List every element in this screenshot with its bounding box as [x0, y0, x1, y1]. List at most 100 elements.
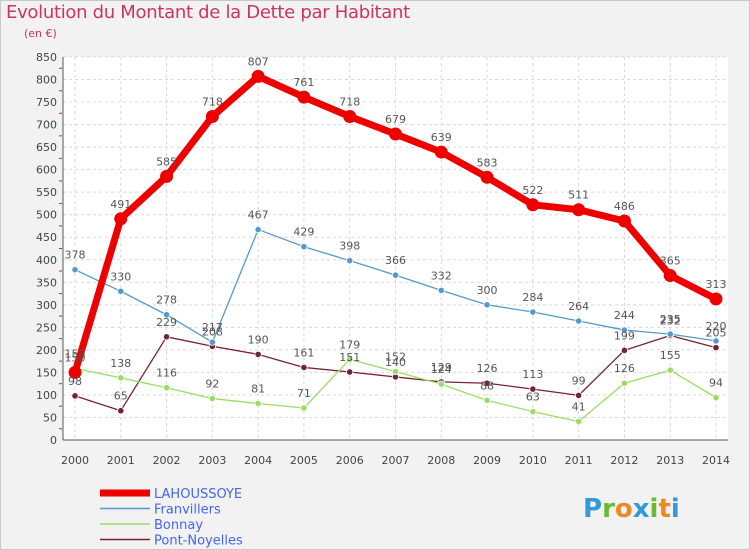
point-pont-noyelles	[300, 363, 308, 372]
legend-label-lahoussoye: LAHOUSSOYE	[154, 487, 242, 502]
y-tick-label: 0	[50, 434, 57, 447]
point-franvillers	[391, 271, 400, 279]
data-label-lahoussoye: 150	[65, 351, 86, 364]
data-label-pont-noyelles: 129	[431, 361, 452, 374]
data-label-bonnay: 63	[526, 391, 540, 404]
y-tick-label: 500	[36, 209, 57, 222]
point-franvillers	[575, 317, 583, 325]
data-label-pont-noyelles: 99	[572, 374, 586, 387]
data-label-bonnay: 155	[660, 349, 681, 362]
data-label-lahoussoye: 679	[385, 113, 406, 126]
point-lahoussoye	[297, 90, 311, 104]
data-label-bonnay: 88	[480, 379, 494, 392]
data-label-bonnay: 92	[205, 378, 219, 391]
x-tick-label: 2006	[336, 454, 364, 467]
data-label-franvillers: 220	[706, 320, 727, 333]
legend-label-bonnay: Bonnay	[154, 518, 203, 533]
data-label-pont-noyelles: 65	[114, 390, 128, 403]
point-pont-noyelles	[346, 368, 354, 376]
data-label-bonnay: 126	[614, 362, 635, 375]
y-tick-label: 450	[36, 231, 57, 244]
data-label-lahoussoye: 718	[202, 95, 223, 108]
x-tick-label: 2010	[519, 454, 547, 467]
point-franvillers	[208, 338, 216, 346]
data-label-lahoussoye: 313	[706, 278, 727, 291]
x-tick-label: 2012	[610, 454, 638, 467]
data-label-pont-noyelles: 113	[522, 368, 543, 381]
data-label-franvillers: 278	[156, 294, 177, 307]
data-label-bonnay: 124	[431, 363, 452, 376]
point-bonnay	[437, 380, 445, 388]
y-tick-label: 300	[36, 299, 57, 312]
data-label-lahoussoye: 585	[156, 155, 177, 168]
y-tick-label: 200	[36, 344, 57, 357]
x-tick-label: 2000	[61, 454, 89, 467]
data-label-lahoussoye: 761	[293, 76, 314, 89]
point-franvillers	[712, 337, 720, 345]
x-tick-label: 2004	[244, 454, 272, 467]
data-label-pont-noyelles: 199	[614, 329, 635, 342]
data-label-pont-noyelles: 126	[477, 362, 498, 375]
data-label-franvillers: 217	[202, 321, 223, 334]
point-pont-noyelles	[620, 346, 629, 354]
y-tick-label: 700	[36, 119, 57, 132]
point-franvillers	[483, 301, 491, 309]
legend-label-pont-noyelles: Pont-Noyelles	[154, 534, 243, 549]
point-lahoussoye	[663, 269, 677, 283]
y-tick-label: 800	[36, 74, 57, 87]
point-franvillers	[620, 326, 629, 334]
point-franvillers	[437, 286, 445, 295]
point-bonnay	[208, 394, 216, 403]
chart-title: Evolution du Montant de la Dette par Hab…	[6, 2, 410, 23]
data-labels: 150 491 585 718 807 761 718 679 639 583 522 511 486 3…	[65, 55, 727, 413]
data-label-bonnay: 138	[110, 357, 131, 370]
point-bonnay	[162, 384, 171, 392]
data-label-bonnay: 94	[709, 377, 723, 390]
brand-text: Proxiti	[583, 494, 680, 524]
point-lahoussoye	[251, 69, 265, 83]
y-tick-label: 50	[43, 411, 57, 424]
x-tick-label: 2003	[198, 454, 226, 467]
data-label-pont-noyelles: 140	[385, 356, 406, 369]
data-label-franvillers: 300	[477, 284, 498, 297]
point-lahoussoye	[526, 198, 540, 212]
point-pont-noyelles	[254, 350, 262, 358]
x-tick-label: 2005	[290, 454, 318, 467]
point-bonnay	[300, 404, 308, 412]
y-tick-label: 350	[36, 276, 57, 289]
point-lahoussoye	[389, 127, 402, 141]
y-tick-label: 650	[36, 141, 57, 154]
data-label-pont-noyelles: 98	[68, 375, 82, 388]
point-lahoussoye	[480, 170, 494, 184]
data-label-lahoussoye: 511	[568, 189, 589, 202]
point-pont-noyelles	[575, 391, 583, 399]
point-lahoussoye	[434, 145, 448, 159]
chart-subtitle: (en €)	[24, 27, 57, 40]
point-lahoussoye	[343, 109, 357, 123]
y-tick-label: 100	[36, 389, 57, 402]
point-bonnay	[712, 394, 720, 402]
data-label-pont-noyelles: 190	[248, 333, 269, 346]
series-layer	[68, 69, 723, 426]
data-label-bonnay: 152	[385, 351, 406, 364]
y-tick-label: 750	[36, 96, 57, 109]
point-bonnay	[620, 379, 629, 387]
x-tick-label: 2009	[473, 454, 501, 467]
point-lahoussoye	[160, 169, 174, 183]
data-label-bonnay: 179	[339, 338, 360, 351]
data-label-franvillers: 366	[385, 254, 406, 267]
point-lahoussoye	[68, 365, 82, 379]
data-label-bonnay: 159	[65, 347, 86, 360]
x-tick-label: 2007	[382, 454, 410, 467]
y-tick-label: 550	[36, 186, 57, 199]
x-tick-label: 2013	[656, 454, 684, 467]
data-label-lahoussoye: 486	[614, 200, 635, 213]
y-tick-label: 250	[36, 321, 57, 334]
point-franvillers	[254, 225, 262, 234]
point-franvillers	[666, 330, 674, 338]
data-label-lahoussoye: 491	[110, 198, 131, 211]
point-pont-noyelles	[117, 407, 125, 415]
x-tick-label: 2011	[565, 454, 593, 467]
